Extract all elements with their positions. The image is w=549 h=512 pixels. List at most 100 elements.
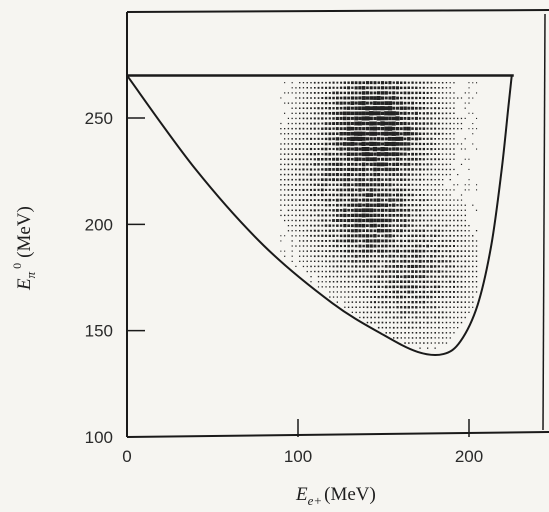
density-dot: [302, 219, 305, 222]
density-dot: [325, 117, 328, 120]
density-dot: [445, 306, 448, 309]
density-dot: [419, 337, 421, 339]
density-dot: [426, 199, 429, 201]
density-dot: [411, 183, 414, 186]
density-dot: [347, 234, 350, 238]
density-dot: [441, 107, 444, 109]
density-dot: [388, 249, 392, 253]
density-dot: [298, 168, 301, 171]
density-dot: [362, 311, 365, 314]
density-dot: [411, 311, 414, 314]
density-dot: [361, 152, 366, 157]
density-dot: [381, 260, 384, 263]
density-dot: [399, 229, 403, 233]
density-dot: [430, 158, 433, 161]
density-dot: [437, 244, 441, 248]
density-dot: [310, 132, 312, 135]
density-dot: [453, 143, 455, 145]
density-dot: [347, 255, 350, 258]
density-dot: [392, 224, 395, 227]
plot-frame: [126, 9, 549, 438]
density-dot: [302, 158, 305, 161]
density-dot: [464, 102, 466, 104]
density-dot: [476, 128, 478, 130]
density-dot: [445, 342, 448, 344]
density-dot: [426, 117, 429, 120]
density-dot: [395, 131, 400, 136]
density-dot: [284, 255, 286, 257]
density-dot: [373, 81, 377, 85]
density-dot: [354, 167, 358, 172]
density-dot: [407, 296, 410, 299]
density-dot: [381, 295, 384, 299]
density-dot: [419, 326, 421, 329]
density-dot: [299, 214, 301, 217]
density-dot: [418, 295, 422, 299]
density-dot: [441, 239, 444, 242]
density-dot: [408, 332, 410, 334]
density-dot: [380, 203, 385, 207]
density-dot: [392, 321, 395, 324]
density-dot: [391, 152, 396, 157]
density-dot: [434, 275, 437, 278]
frame-right: [542, 13, 546, 431]
density-dot: [366, 275, 369, 278]
density-dot: [332, 178, 335, 182]
density-dot: [430, 250, 433, 253]
density-dot: [380, 137, 385, 141]
density-dot: [445, 127, 448, 130]
density-dot: [366, 249, 369, 253]
density-dot: [388, 244, 392, 248]
density-dot: [464, 92, 466, 94]
density-dot: [400, 183, 403, 186]
density-dot: [335, 137, 339, 141]
density-dot: [329, 286, 331, 288]
density-dot: [388, 275, 392, 278]
density-dot: [434, 321, 436, 324]
density-dot: [430, 214, 433, 217]
density-dot: [280, 250, 282, 252]
density-dot: [339, 122, 343, 126]
density-dot: [373, 213, 377, 217]
density-dot: [400, 163, 403, 166]
density-dot: [351, 275, 354, 278]
density-dot: [306, 194, 309, 196]
density-dot: [407, 122, 411, 125]
density-dot: [430, 255, 433, 258]
density-dot: [423, 342, 425, 344]
density-dot: [381, 173, 384, 176]
density-dot: [426, 194, 429, 196]
density-dot: [362, 234, 366, 238]
density-dot: [332, 209, 335, 212]
density-dot: [306, 260, 308, 262]
density-dot: [332, 244, 335, 248]
density-dot: [324, 198, 328, 202]
density-dot: [388, 234, 392, 238]
density-dot: [441, 143, 444, 145]
density-dot: [430, 204, 433, 206]
density-dot: [418, 275, 422, 279]
density-dot: [317, 260, 320, 263]
density-dot: [328, 147, 331, 151]
density-dot: [380, 229, 385, 233]
density-dot: [415, 127, 418, 131]
density-dot: [381, 157, 384, 161]
density-dot: [339, 86, 343, 89]
density-dot: [343, 188, 347, 192]
density-dot: [381, 311, 384, 314]
density-dot: [388, 213, 392, 217]
density-dot: [310, 87, 312, 89]
density-dot: [445, 199, 448, 201]
density-dot: [411, 204, 414, 207]
density-dot: [434, 194, 436, 196]
density-dot: [422, 194, 425, 196]
density-dot: [434, 240, 437, 242]
density-dot: [460, 286, 463, 288]
density-dot: [403, 285, 407, 289]
density-dot: [385, 295, 388, 299]
density-dot: [396, 244, 399, 248]
density-dot: [392, 295, 395, 299]
density-dot: [464, 301, 466, 303]
density-dot: [430, 189, 433, 191]
density-dot: [362, 188, 365, 192]
